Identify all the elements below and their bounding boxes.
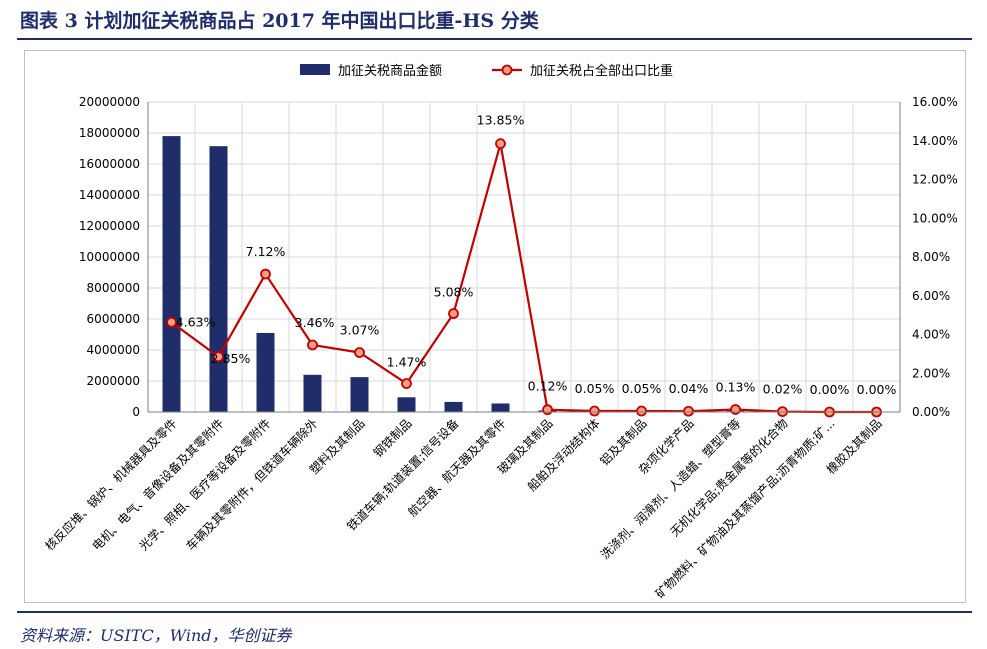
y-right-tick-label: 14.00% bbox=[912, 134, 958, 148]
data-label: 1.47% bbox=[387, 355, 427, 370]
x-tick-label: 钢铁制品 bbox=[371, 416, 415, 460]
bar bbox=[162, 136, 181, 412]
line-point bbox=[730, 404, 741, 415]
bar bbox=[209, 146, 228, 413]
top-divider bbox=[17, 38, 972, 40]
line-point bbox=[589, 405, 600, 417]
line-point bbox=[542, 404, 553, 416]
data-label: 13.85% bbox=[477, 113, 525, 128]
line-point bbox=[213, 351, 224, 363]
data-label: 2.85% bbox=[211, 351, 251, 366]
bar bbox=[350, 377, 369, 412]
data-label: 7.12% bbox=[246, 244, 286, 259]
data-label: 0.12% bbox=[528, 379, 568, 394]
y-right-tick-label: 8.00% bbox=[912, 250, 950, 264]
data-label-layer: 4.63% 2.85% 7.12% 3.46% 3.07% 1.47% 5.08% 13.85… bbox=[176, 113, 897, 397]
share-line bbox=[170, 143, 877, 414]
line-point bbox=[495, 138, 506, 150]
y-right-tick-label: 12.00% bbox=[912, 173, 958, 187]
y-left-tick-label: 4000000 bbox=[87, 343, 140, 357]
y-right-tick-label: 0.00% bbox=[912, 405, 950, 419]
data-label: 0.13% bbox=[716, 379, 756, 394]
line-point bbox=[307, 339, 318, 351]
line-point bbox=[166, 316, 177, 328]
line-point bbox=[448, 308, 459, 319]
page-title: 图表 3 计划加征关税商品占 2017 年中国出口比重-HS 分类 bbox=[20, 10, 539, 32]
legend-bar-label: 加征关税商品金额 bbox=[338, 63, 442, 79]
y-left-tick-label: 8000000 bbox=[87, 281, 140, 295]
data-label: 0.00% bbox=[810, 382, 850, 397]
y-right-tick-label: 6.00% bbox=[912, 289, 950, 303]
legend-line-label: 加征关税占全部出口比重 bbox=[530, 63, 673, 79]
line-point bbox=[354, 347, 365, 358]
y-left-tick-label: 20000000 bbox=[79, 95, 140, 109]
y-left-tick-label: 16000000 bbox=[79, 157, 140, 171]
data-label: 0.00% bbox=[857, 382, 897, 397]
data-label: 4.63% bbox=[176, 314, 216, 329]
chart-frame bbox=[24, 50, 966, 603]
y-left-tick-label: 14000000 bbox=[79, 188, 140, 202]
x-tick-label: 航空器、航天器及其零件 bbox=[405, 416, 509, 520]
legend-line-marker bbox=[501, 64, 513, 76]
y-right-tick-label: 4.00% bbox=[912, 328, 950, 342]
line-point bbox=[636, 405, 647, 417]
data-label: 0.05% bbox=[622, 381, 662, 396]
bar bbox=[397, 397, 416, 412]
x-tick-label: 矿物燃料、矿物油及其蒸馏产品;沥青物质;矿... bbox=[652, 416, 838, 602]
legend-bar-swatch bbox=[300, 64, 330, 75]
data-label: 5.08% bbox=[434, 285, 474, 300]
data-label: 3.46% bbox=[295, 315, 335, 330]
source-note: 资料来源：USITC，Wind，华创证券 bbox=[20, 626, 292, 645]
data-label: 0.04% bbox=[669, 381, 709, 396]
y-left-tick-label: 0 bbox=[132, 405, 140, 419]
line-series bbox=[166, 138, 882, 418]
y-left-tick-label: 12000000 bbox=[79, 219, 140, 233]
y-left-tick-label: 6000000 bbox=[87, 312, 140, 326]
line-point bbox=[401, 378, 412, 389]
bar bbox=[303, 374, 322, 412]
data-label: 0.02% bbox=[763, 382, 803, 397]
bar bbox=[444, 401, 463, 412]
bottom-divider bbox=[17, 611, 972, 613]
y-right-tick-label: 2.00% bbox=[912, 366, 950, 380]
line-point bbox=[260, 268, 271, 280]
line-point bbox=[683, 405, 694, 417]
bar bbox=[491, 403, 510, 412]
y-left-tick-label: 18000000 bbox=[79, 126, 140, 140]
bar-series bbox=[162, 136, 886, 413]
bar bbox=[256, 332, 275, 412]
y-right-tick-label: 10.00% bbox=[912, 211, 958, 225]
y-left-tick-label: 2000000 bbox=[87, 374, 140, 388]
legend: 加征关税商品金额 加征关税占全部出口比重 bbox=[300, 63, 673, 79]
data-label: 3.07% bbox=[340, 323, 380, 338]
y-left-tick-label: 10000000 bbox=[79, 250, 140, 264]
y-right-tick-label: 16.00% bbox=[912, 95, 958, 109]
data-label: 0.05% bbox=[575, 381, 615, 396]
